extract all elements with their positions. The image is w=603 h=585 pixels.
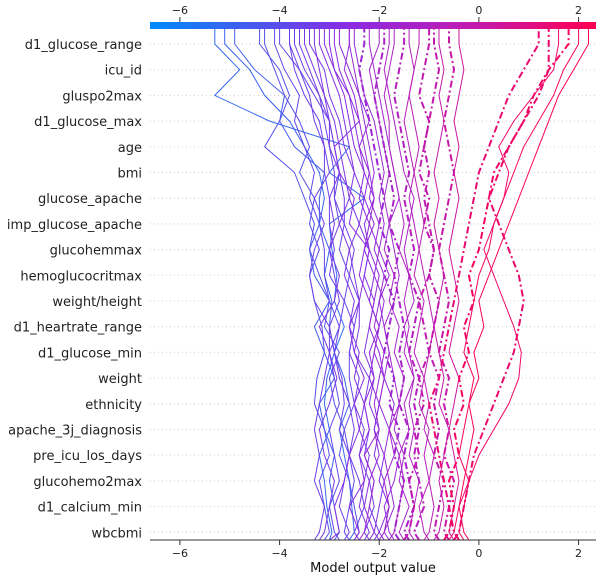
feature-label: d1_calcium_min: [38, 501, 142, 516]
decision-line: [213, 26, 366, 540]
decision-line: [358, 26, 406, 540]
feature-label: d1_heartrate_range: [14, 321, 142, 336]
feature-label: age: [118, 141, 142, 156]
feature-label: weight/height: [52, 295, 142, 310]
top-tick-label: 0: [475, 4, 482, 17]
top-axis-ticks: −6 −4 −2 0 2: [172, 4, 582, 22]
bottom-tick-label: 2: [575, 547, 582, 560]
feature-label: icu_id: [105, 64, 142, 79]
decision-line: [264, 26, 330, 540]
top-tick-label: −4: [271, 4, 287, 17]
decision-line: [458, 26, 589, 540]
feature-label: d1_glucose_min: [38, 346, 142, 361]
feature-label: hemoglucocritmax: [20, 269, 142, 284]
feature-labels: d1_glucose_range icu_id gluspo2max d1_gluco…: [7, 38, 142, 541]
top-tick-label: −2: [371, 4, 387, 17]
decision-line: [333, 26, 380, 540]
bottom-tick-label: −2: [371, 547, 387, 560]
decision-line: [383, 26, 415, 540]
x-axis-label: Model output value: [310, 561, 436, 576]
decision-line: [309, 26, 380, 540]
feature-label: pre_icu_los_days: [33, 449, 142, 464]
decision-line: [338, 26, 385, 540]
decision-line: [408, 26, 435, 540]
bottom-axis-ticks: −6 −4 −2 0 2: [172, 540, 582, 560]
bottom-tick-label: −6: [172, 547, 188, 560]
colorbar-top: [150, 22, 596, 29]
decision-line: [453, 26, 550, 540]
decision-line: [313, 26, 370, 540]
feature-label: gluspo2max: [62, 89, 142, 104]
decision-line: [433, 26, 450, 540]
feature-label: weight: [98, 372, 142, 387]
feature-label: wbcbmi: [91, 526, 142, 541]
decision-line: [403, 26, 436, 540]
decision-line: [294, 26, 365, 540]
feature-label: d1_glucose_range: [25, 38, 142, 53]
decision-line: [259, 26, 360, 540]
decision-line: [289, 26, 330, 540]
decision-line: [348, 26, 400, 540]
decision-line: [328, 26, 390, 540]
decision-line: [448, 26, 560, 540]
feature-label: glucose_apache: [38, 192, 142, 207]
decision-line: [318, 26, 385, 540]
decision-line: [383, 26, 420, 540]
decision-line: [403, 26, 430, 540]
decision-line: [393, 26, 426, 540]
bottom-tick-label: 0: [475, 547, 482, 560]
feature-label: glucohemmax: [50, 244, 143, 259]
feature-label: bmi: [117, 167, 142, 182]
decision-line: [423, 26, 446, 540]
top-tick-label: 2: [575, 4, 582, 17]
bottom-tick-label: −4: [271, 547, 287, 560]
decision-line: [343, 26, 395, 540]
decision-line: [279, 26, 355, 540]
decision-line: [437, 26, 456, 540]
decision-line: [373, 26, 416, 540]
feature-label: d1_glucose_max: [34, 115, 142, 130]
decision-line: [234, 26, 340, 540]
decision-line: [428, 26, 540, 540]
feature-label: apache_3j_diagnosis: [8, 424, 142, 439]
decision-line: [274, 26, 340, 540]
decision-lines: [213, 26, 589, 540]
decision-line: [443, 26, 570, 540]
top-tick-label: −6: [172, 4, 188, 17]
feature-label: ethnicity: [85, 398, 142, 413]
decision-line: [323, 26, 370, 540]
decision-line: [299, 26, 375, 540]
decision-line: [353, 26, 390, 540]
feature-label: glucohemo2max: [33, 475, 142, 490]
feature-label: imp_glucose_apache: [7, 218, 142, 233]
decision-line: [458, 26, 580, 540]
